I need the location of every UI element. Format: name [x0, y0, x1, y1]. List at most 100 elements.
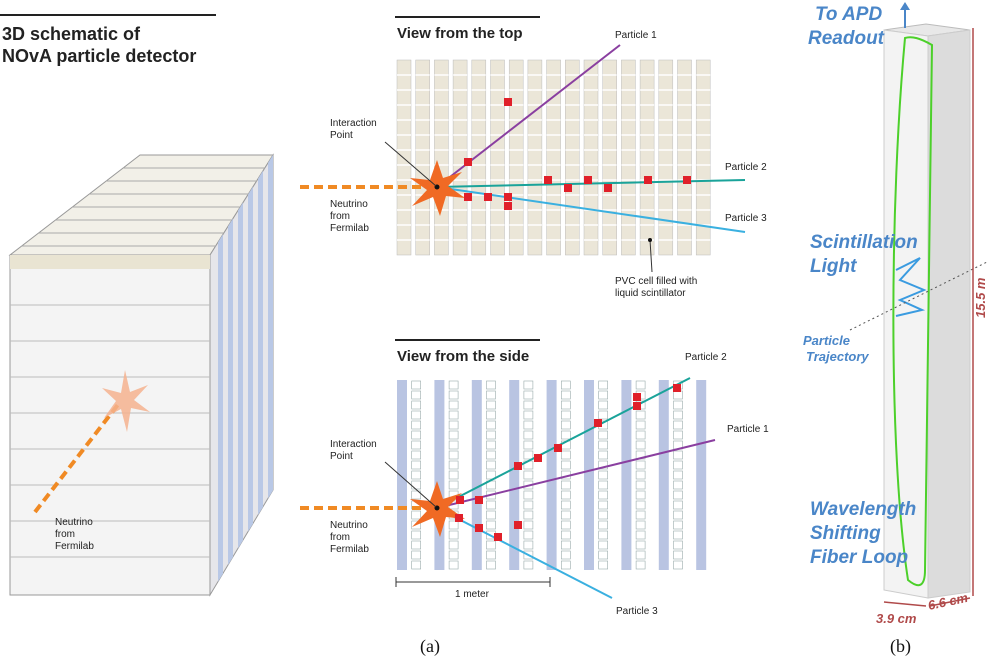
hit: [594, 419, 602, 427]
cell: [412, 401, 421, 409]
dimension: 3.9 cm: [876, 611, 917, 626]
cell: [412, 531, 421, 539]
hit: [673, 384, 681, 392]
cell: [561, 551, 570, 559]
label: Particle 2: [685, 352, 727, 363]
cell: [561, 541, 570, 549]
cell: [412, 481, 421, 489]
cell: [524, 451, 533, 459]
label: Interaction: [330, 439, 377, 450]
cell: [599, 451, 608, 459]
label: Particle: [803, 333, 850, 348]
hit: [514, 462, 522, 470]
cell: [487, 421, 496, 429]
label: Shifting: [810, 523, 881, 544]
cell: [449, 391, 458, 399]
cell: [449, 431, 458, 439]
cell: [636, 541, 645, 549]
cell: [599, 491, 608, 499]
cell-column: [659, 380, 669, 570]
cell: [599, 441, 608, 449]
detector-cells: [397, 60, 710, 570]
cell: [449, 401, 458, 409]
hit: [464, 158, 472, 166]
cell: [674, 421, 683, 429]
label: Trajectory: [806, 349, 869, 364]
label: from: [330, 532, 350, 543]
label: Particle 1: [615, 30, 657, 41]
cell: [412, 561, 421, 569]
cell: [487, 411, 496, 419]
cell: [524, 431, 533, 439]
cell-column: [696, 380, 706, 570]
cell: [599, 511, 608, 519]
cell: [412, 461, 421, 469]
label: Neutrino: [330, 520, 368, 531]
cell: [524, 501, 533, 509]
hit: [604, 184, 612, 192]
cell: [561, 431, 570, 439]
hit: [456, 496, 464, 504]
dimension: 15.5 m: [973, 277, 987, 318]
cell: [561, 461, 570, 469]
title: View from the top: [397, 25, 523, 42]
cell: [674, 551, 683, 559]
box-front: [10, 255, 210, 595]
cell: [674, 391, 683, 399]
cell-column: [434, 380, 444, 570]
hit: [633, 402, 641, 410]
cell: [599, 481, 608, 489]
hit: [554, 444, 562, 452]
cell: [599, 521, 608, 529]
cell: [599, 411, 608, 419]
cell: [449, 421, 458, 429]
cell: [674, 431, 683, 439]
hit: [564, 184, 572, 192]
hit: [514, 521, 522, 529]
cell: [487, 561, 496, 569]
cell: [561, 451, 570, 459]
arrow-head: [900, 2, 910, 10]
cell: [674, 451, 683, 459]
label: liquid scintillator: [615, 288, 686, 299]
hit: [494, 533, 502, 541]
side-stripe: [248, 187, 253, 532]
label: Particle 3: [616, 606, 658, 617]
hit: [504, 193, 512, 201]
cell: [412, 381, 421, 389]
cell: [674, 401, 683, 409]
cell: [449, 471, 458, 479]
label: Fiber Loop: [810, 547, 908, 568]
cell: [674, 491, 683, 499]
cell: [636, 421, 645, 429]
label: Fermilab: [330, 223, 369, 234]
title: 3D schematic of: [2, 24, 141, 44]
label: Fermilab: [55, 541, 94, 552]
hit: [475, 524, 483, 532]
label: Point: [330, 451, 353, 462]
leader-dot: [648, 238, 652, 242]
cell: [412, 411, 421, 419]
hit: [475, 496, 483, 504]
box-front-top: [10, 255, 210, 269]
caption: (b): [890, 636, 911, 657]
cell: [636, 431, 645, 439]
label: Neutrino: [55, 517, 93, 528]
cell: [412, 471, 421, 479]
cell: [674, 531, 683, 539]
cell: [449, 411, 458, 419]
cell: [449, 561, 458, 569]
cell: [636, 481, 645, 489]
cell: [524, 521, 533, 529]
leader: [385, 462, 436, 507]
title: NOvA particle detector: [2, 46, 196, 66]
label: Fermilab: [330, 544, 369, 555]
cell: [412, 391, 421, 399]
label: Point: [330, 130, 353, 141]
cell: [561, 481, 570, 489]
cell: [412, 431, 421, 439]
label: Particle 3: [725, 213, 767, 224]
cell: [412, 551, 421, 559]
label: Interaction: [330, 118, 377, 129]
cell: [487, 401, 496, 409]
